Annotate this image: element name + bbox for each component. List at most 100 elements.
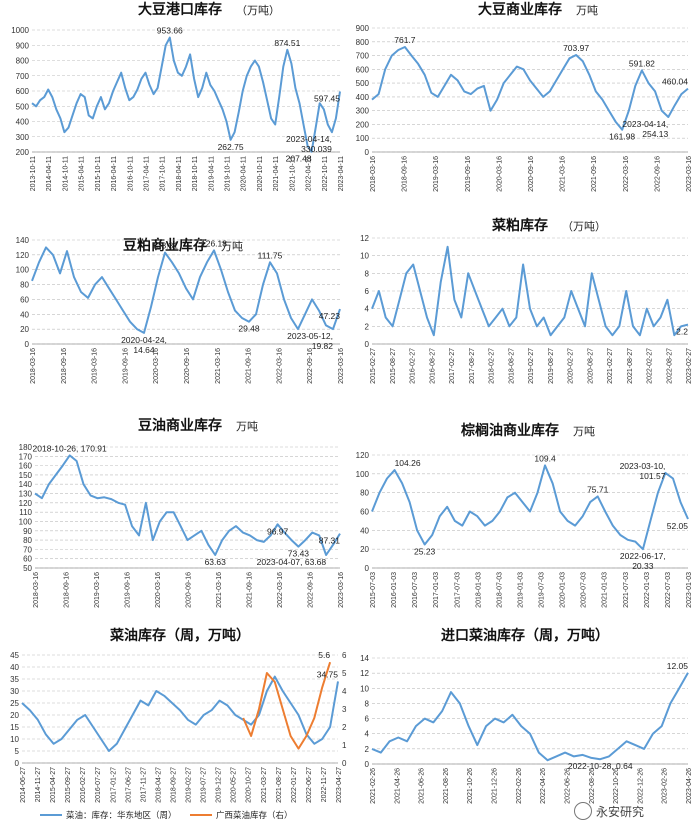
watermark: 永安研究 bbox=[574, 800, 694, 822]
x-tick-label: 2022-09-16 bbox=[307, 348, 314, 384]
data-label: 12.05 bbox=[667, 661, 689, 671]
x-tick-label: 2015-04-11 bbox=[79, 156, 86, 191]
watermark-text: 永安研究 bbox=[596, 804, 645, 819]
x-tick-label: 2022-03-16 bbox=[623, 156, 630, 192]
x-tick-label: 2020-08-27 bbox=[587, 348, 594, 384]
y-tick-label: 30 bbox=[10, 687, 19, 696]
x-tick-label: 2020-05-27 bbox=[231, 767, 238, 803]
x-tick-label: 2018-02-27 bbox=[489, 348, 496, 384]
y-tick-label: 50 bbox=[23, 564, 32, 573]
data-label: 25.23 bbox=[414, 546, 436, 556]
x-tick-label: 2017-01-03 bbox=[433, 572, 440, 608]
y-tick-label: 0 bbox=[25, 340, 30, 349]
y-tick-label: 300 bbox=[356, 107, 370, 116]
data-label: 5.6 bbox=[318, 650, 330, 660]
x-tick-label: 2019-03-16 bbox=[433, 156, 440, 192]
y-tick-label: 900 bbox=[16, 41, 30, 50]
x-tick-label: 2013-10-11 bbox=[30, 156, 37, 191]
x-tick-label: 2021-04-11 bbox=[273, 156, 280, 191]
x-tick-label: 2019-12-27 bbox=[216, 767, 223, 803]
x-tick-label: 2017-07-03 bbox=[454, 572, 461, 608]
x-tick-label: 2023-02-27 bbox=[686, 348, 693, 384]
x-tick-label: 2022-09-16 bbox=[654, 156, 661, 192]
x-tick-label: 2016-02-27 bbox=[410, 348, 417, 384]
data-label: 2.2 bbox=[676, 327, 688, 337]
x-tick-label: 2021-09-16 bbox=[247, 572, 254, 608]
x-tick-label: 2019-07-27 bbox=[201, 767, 208, 803]
x-tick-label: 2018-09-16 bbox=[402, 156, 409, 192]
y-tick-label: 200 bbox=[356, 120, 370, 129]
x-tick-label: 2022-10-26 bbox=[613, 768, 620, 804]
x-tick-label: 2018-04-11 bbox=[176, 156, 183, 191]
y-tick-label: 0 bbox=[15, 759, 20, 768]
x-tick-label: 2021-03-16 bbox=[216, 572, 223, 608]
x-tick-label: 2022-11-27 bbox=[321, 767, 328, 802]
chart-import-rapeoil: 进口菜油库存（周，万吨） 0 2 4 6 8 10 12 14 2021-02-26 2021-04… bbox=[360, 627, 693, 804]
y-tick-label: 120 bbox=[356, 451, 370, 460]
chart-rapemeal: 菜粕库存 （万吨） 0 2 4 6 8 10 12 2015-02-27 2015-08-27 201… bbox=[360, 217, 693, 384]
x-tick-label: 2023-04-26 bbox=[686, 768, 693, 804]
x-tick-label: 2021-02-26 bbox=[370, 768, 377, 804]
x-tick-label: 2023-03-16 bbox=[686, 156, 693, 192]
x-tick-label: 2019-10-11 bbox=[225, 156, 232, 191]
y-tick-label: 800 bbox=[356, 38, 370, 47]
x-tick-label: 2022-01-03 bbox=[644, 572, 651, 608]
y-tick-label: 160 bbox=[19, 462, 33, 471]
y-tick-label: 90 bbox=[23, 527, 32, 536]
x-tick-label: 2016-02-27 bbox=[80, 767, 87, 803]
x-tick-label: 2018-08-27 bbox=[508, 348, 515, 384]
y-tick-label: 60 bbox=[20, 295, 29, 304]
x-tick-label: 2022-04-26 bbox=[540, 768, 547, 804]
data-label: 703.97 bbox=[563, 43, 589, 53]
series-line bbox=[242, 661, 332, 750]
x-tick-label: 2022-06-27 bbox=[306, 767, 313, 803]
chart-unit: 万吨 bbox=[576, 4, 598, 17]
legend-label: 广西菜油库存（右） bbox=[216, 810, 293, 820]
x-tick-label: 2021-08-27 bbox=[276, 767, 283, 803]
x-tick-label: 2017-06-27 bbox=[125, 767, 132, 803]
y-tick-label: 130 bbox=[19, 490, 33, 499]
x-tick-label: 2019-02-27 bbox=[186, 767, 193, 803]
x-tick-label: 2016-04-11 bbox=[111, 156, 118, 191]
x-tick-label: 2017-04-11 bbox=[143, 156, 150, 191]
y2-tick-label: 5 bbox=[342, 669, 347, 678]
x-tick-label: 2020-09-16 bbox=[528, 156, 535, 192]
wechat-icon bbox=[574, 802, 592, 820]
chart-title: 豆油商业库存 bbox=[138, 417, 222, 433]
x-tick-label: 2016-07-27 bbox=[95, 767, 102, 803]
data-label: 2020-04-24, bbox=[121, 335, 167, 345]
x-tick-label: 2018-04-27 bbox=[155, 767, 162, 803]
y-tick-label: 40 bbox=[360, 526, 369, 535]
x-tick-label: 2018-09-16 bbox=[61, 348, 68, 384]
chart-palm: 棕榈油商业库存 万吨 0 20 40 60 80 100 120 2015-07-03 2016-0… bbox=[356, 422, 693, 608]
x-tick-label: 2018-07-03 bbox=[496, 572, 503, 608]
x-tick-label: 2022-12-26 bbox=[637, 768, 644, 804]
x-tick-label: 2020-09-16 bbox=[184, 348, 191, 384]
x-tick-label: 2022-04-11 bbox=[306, 156, 313, 191]
x-tick-label: 2020-10-11 bbox=[257, 156, 264, 191]
x-tick-label: 2021-09-16 bbox=[591, 156, 598, 192]
x-tick-label: 2022-03-16 bbox=[277, 572, 284, 608]
x-tick-label: 2022-03-16 bbox=[276, 348, 283, 384]
data-label: 75.71 bbox=[587, 484, 609, 494]
data-label: 20.33 bbox=[632, 561, 654, 571]
x-tick-label: 2021-04-26 bbox=[394, 768, 401, 804]
data-label: 591.82 bbox=[629, 58, 655, 68]
data-label: 2023-04-14, bbox=[622, 119, 668, 129]
x-tick-label: 2022-09-16 bbox=[308, 572, 315, 608]
y-tick-label: 20 bbox=[10, 711, 19, 720]
y-tick-label: 140 bbox=[16, 236, 30, 245]
data-label: 63.63 bbox=[205, 557, 227, 567]
y-tick-label: 0 bbox=[365, 760, 370, 769]
x-tick-label: 2017-11-27 bbox=[140, 767, 147, 802]
x-tick-label: 2022-10-11 bbox=[322, 156, 329, 191]
y-tick-label: 600 bbox=[356, 65, 370, 74]
data-label: 126.18 bbox=[201, 238, 227, 248]
y-tick-label: 10 bbox=[10, 735, 19, 744]
data-label: 460.04 bbox=[662, 77, 688, 87]
data-label: 47.23 bbox=[319, 311, 341, 321]
x-tick-label: 2015-09-27 bbox=[65, 767, 72, 803]
x-tick-label: 2020-03-16 bbox=[153, 348, 160, 384]
data-label: 123.31 bbox=[152, 241, 178, 251]
data-label: 254.13 bbox=[642, 129, 668, 139]
